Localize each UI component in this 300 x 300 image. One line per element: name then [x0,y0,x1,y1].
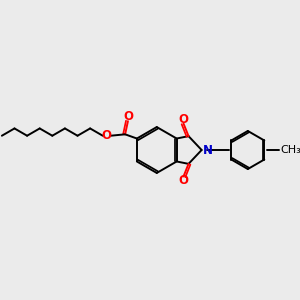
Text: O: O [178,174,188,188]
Text: O: O [123,110,133,123]
Text: N: N [203,143,213,157]
Text: O: O [178,112,188,126]
Text: CH₃: CH₃ [280,145,300,155]
Text: O: O [102,129,112,142]
